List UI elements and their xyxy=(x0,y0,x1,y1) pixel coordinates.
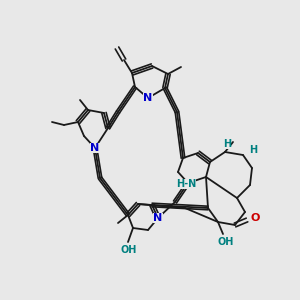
Text: N: N xyxy=(143,93,153,103)
Text: H-N: H-N xyxy=(176,179,196,189)
Text: O: O xyxy=(250,213,260,223)
Text: OH: OH xyxy=(121,245,137,255)
Text: H: H xyxy=(249,145,257,155)
Text: N: N xyxy=(153,213,163,223)
Text: N: N xyxy=(90,143,100,153)
Text: H: H xyxy=(223,139,231,149)
Text: OH: OH xyxy=(218,237,234,247)
